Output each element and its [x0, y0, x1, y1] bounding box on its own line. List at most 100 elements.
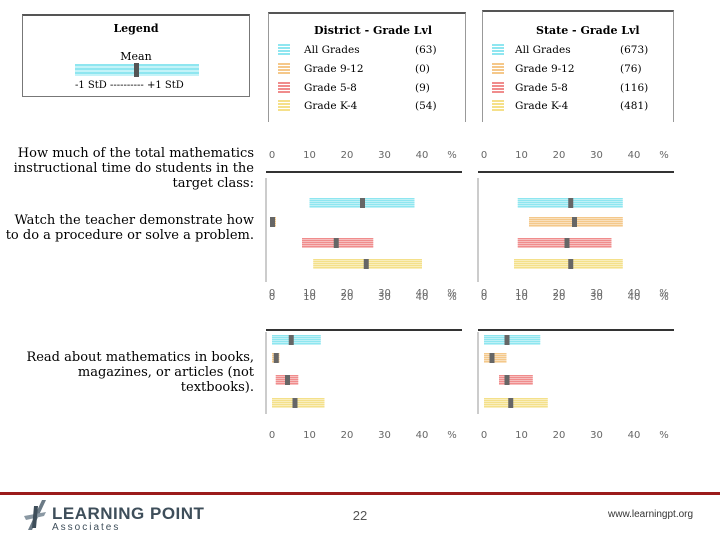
state-group-count: (481) [620, 100, 649, 112]
district-group-count: (63) [415, 44, 437, 56]
state-read-range-bar-stripe [499, 381, 533, 383]
district-read-tick-label: % [447, 430, 457, 441]
district-read-tick-label: 10 [303, 288, 316, 299]
district-watch-tick-label: 0 [269, 292, 275, 303]
district-read-range-bar-stripe [272, 343, 321, 345]
state-legend-swatch [492, 100, 504, 112]
state-read-tick-label: 0 [481, 288, 487, 299]
question-header: How much of the total mathematics instru… [13, 146, 254, 191]
state-watch-tick-label: % [659, 150, 669, 161]
state-read-range-bar [484, 398, 548, 408]
district-read-mean-marker [292, 398, 298, 408]
legend-mean-label: Mean [120, 50, 152, 63]
state-watch-tick-label: 30 [590, 150, 603, 161]
district-legend-swatch [278, 63, 290, 75]
state-read-mean-marker [504, 335, 510, 345]
state-read-range-bar-stripe [484, 337, 541, 339]
state-read-tick-label: % [659, 288, 669, 299]
district-group-count: (9) [415, 82, 430, 94]
state-panel-title: State - Grade Lvl [536, 24, 640, 37]
state-read-range-bar-stripe [484, 343, 541, 345]
state-read-range-bar-stripe [484, 335, 541, 337]
district-group-label: Grade K-4 [304, 100, 358, 112]
footer-url: www.learningpt.org [608, 509, 694, 520]
district-watch-tick-label: 30 [378, 150, 391, 161]
district-legend-panel [268, 12, 466, 122]
state-group-label: Grade 9-12 [515, 63, 575, 75]
district-read-range-bar-stripe [272, 404, 325, 406]
district-watch-tick-label: 20 [341, 292, 354, 303]
state-watch-tick-label: % [659, 292, 669, 303]
district-watch-mean-marker [360, 198, 365, 208]
charts-canvas: 0 10 20 30 40 % 0 10 20 30 40 % 0 10 20 30 40 % 0 10 20 30 40%… [265, 150, 674, 441]
state-read-range-bar-stripe [484, 353, 507, 355]
district-watch-tick-label: 40 [416, 150, 429, 161]
district-read-tick-label: 0 [269, 288, 275, 299]
district-read-tick-label: 40 [416, 430, 429, 441]
district-watch-tick-label: 0 [269, 150, 275, 161]
logo-subtext: Associates [52, 522, 121, 533]
district-watch-tick-label: 10 [303, 292, 316, 303]
state-group-count: (76) [620, 63, 642, 75]
district-read-tick-label: % [447, 288, 457, 299]
state-read-range-bar [499, 375, 533, 385]
state-read-tick-label: % [659, 430, 669, 441]
state-read-mean-marker [504, 375, 510, 385]
district-read-tick-label: 20 [341, 288, 354, 299]
district-watch-mean-marker [363, 259, 369, 269]
district-legend-swatch [278, 100, 290, 112]
state-watch-tick-label: 30 [590, 292, 603, 303]
state-read-range-bar-stripe [484, 398, 548, 400]
district-read-tick-label: 30 [378, 430, 391, 441]
district-read-range-bar-stripe [272, 402, 325, 404]
district-read-tick-label: 20 [341, 430, 354, 441]
district-read-range-bar-stripe [272, 398, 325, 400]
state-read-range-bar-stripe [484, 339, 541, 341]
district-read-range-bar-stripe [272, 400, 325, 402]
state-read-mean-marker [508, 398, 514, 408]
state-read-tick-label: 30 [590, 430, 603, 441]
state-read-range-bar-stripe [499, 379, 533, 381]
state-watch-tick-label: 0 [481, 150, 487, 161]
district-legend-swatch [278, 82, 290, 94]
district-read-tick-label: 0 [269, 430, 275, 441]
state-read-tick-label: 40 [628, 288, 641, 299]
district-read-mean-marker [285, 375, 290, 385]
state-read-range-bar-stripe [484, 361, 507, 363]
legend-std-label: -1 StD ---------- +1 StD [75, 80, 184, 91]
district-group-count: (0) [415, 63, 430, 75]
state-read-range-bar-stripe [484, 406, 548, 408]
legend-title: Legend [113, 22, 159, 35]
state-watch-mean-marker [568, 259, 574, 269]
state-read-tick-label: 10 [515, 430, 528, 441]
district-watch-tick-label: % [447, 150, 457, 161]
state-read-range-bar-stripe [484, 400, 548, 402]
state-watch-tick-label: 40 [628, 150, 641, 161]
state-read-tick-label: 20 [553, 430, 566, 441]
state-read-range-bar-stripe [499, 383, 533, 385]
state-group-count: (673) [620, 44, 649, 56]
district-watch-tick-label: % [447, 292, 457, 303]
district-read-tick-label: 40 [416, 288, 429, 299]
state-read-range-bar-stripe [499, 377, 533, 379]
state-watch-mean-marker [568, 198, 574, 208]
district-watch-mean-marker [270, 217, 275, 227]
state-watch-tick-label: 10 [515, 292, 528, 303]
district-read-range-bar-stripe [272, 337, 321, 339]
district-watch-tick-label: 30 [378, 292, 391, 303]
state-read-range-bar-stripe [484, 341, 541, 343]
state-watch-tick-label: 20 [553, 292, 566, 303]
state-watch-tick-label: 0 [481, 292, 487, 303]
district-group-label: Grade 9-12 [304, 63, 364, 75]
question-read-about-math: Read about mathematics in books, magazin… [26, 350, 254, 395]
district-group-label: Grade 5-8 [304, 82, 357, 94]
state-read-tick-label: 20 [553, 288, 566, 299]
district-read-range-bar-stripe [272, 341, 321, 343]
state-read-range-bar [484, 353, 507, 363]
district-read-mean-marker [273, 353, 279, 363]
logo-text: LEARNING POINT [52, 504, 205, 523]
state-group-label: All Grades [515, 44, 571, 56]
legend-box: Legend Mean -1 StD ---------- +1 StD [22, 14, 250, 97]
state-read-tick-label: 30 [590, 288, 603, 299]
district-read-mean-marker [288, 335, 294, 345]
